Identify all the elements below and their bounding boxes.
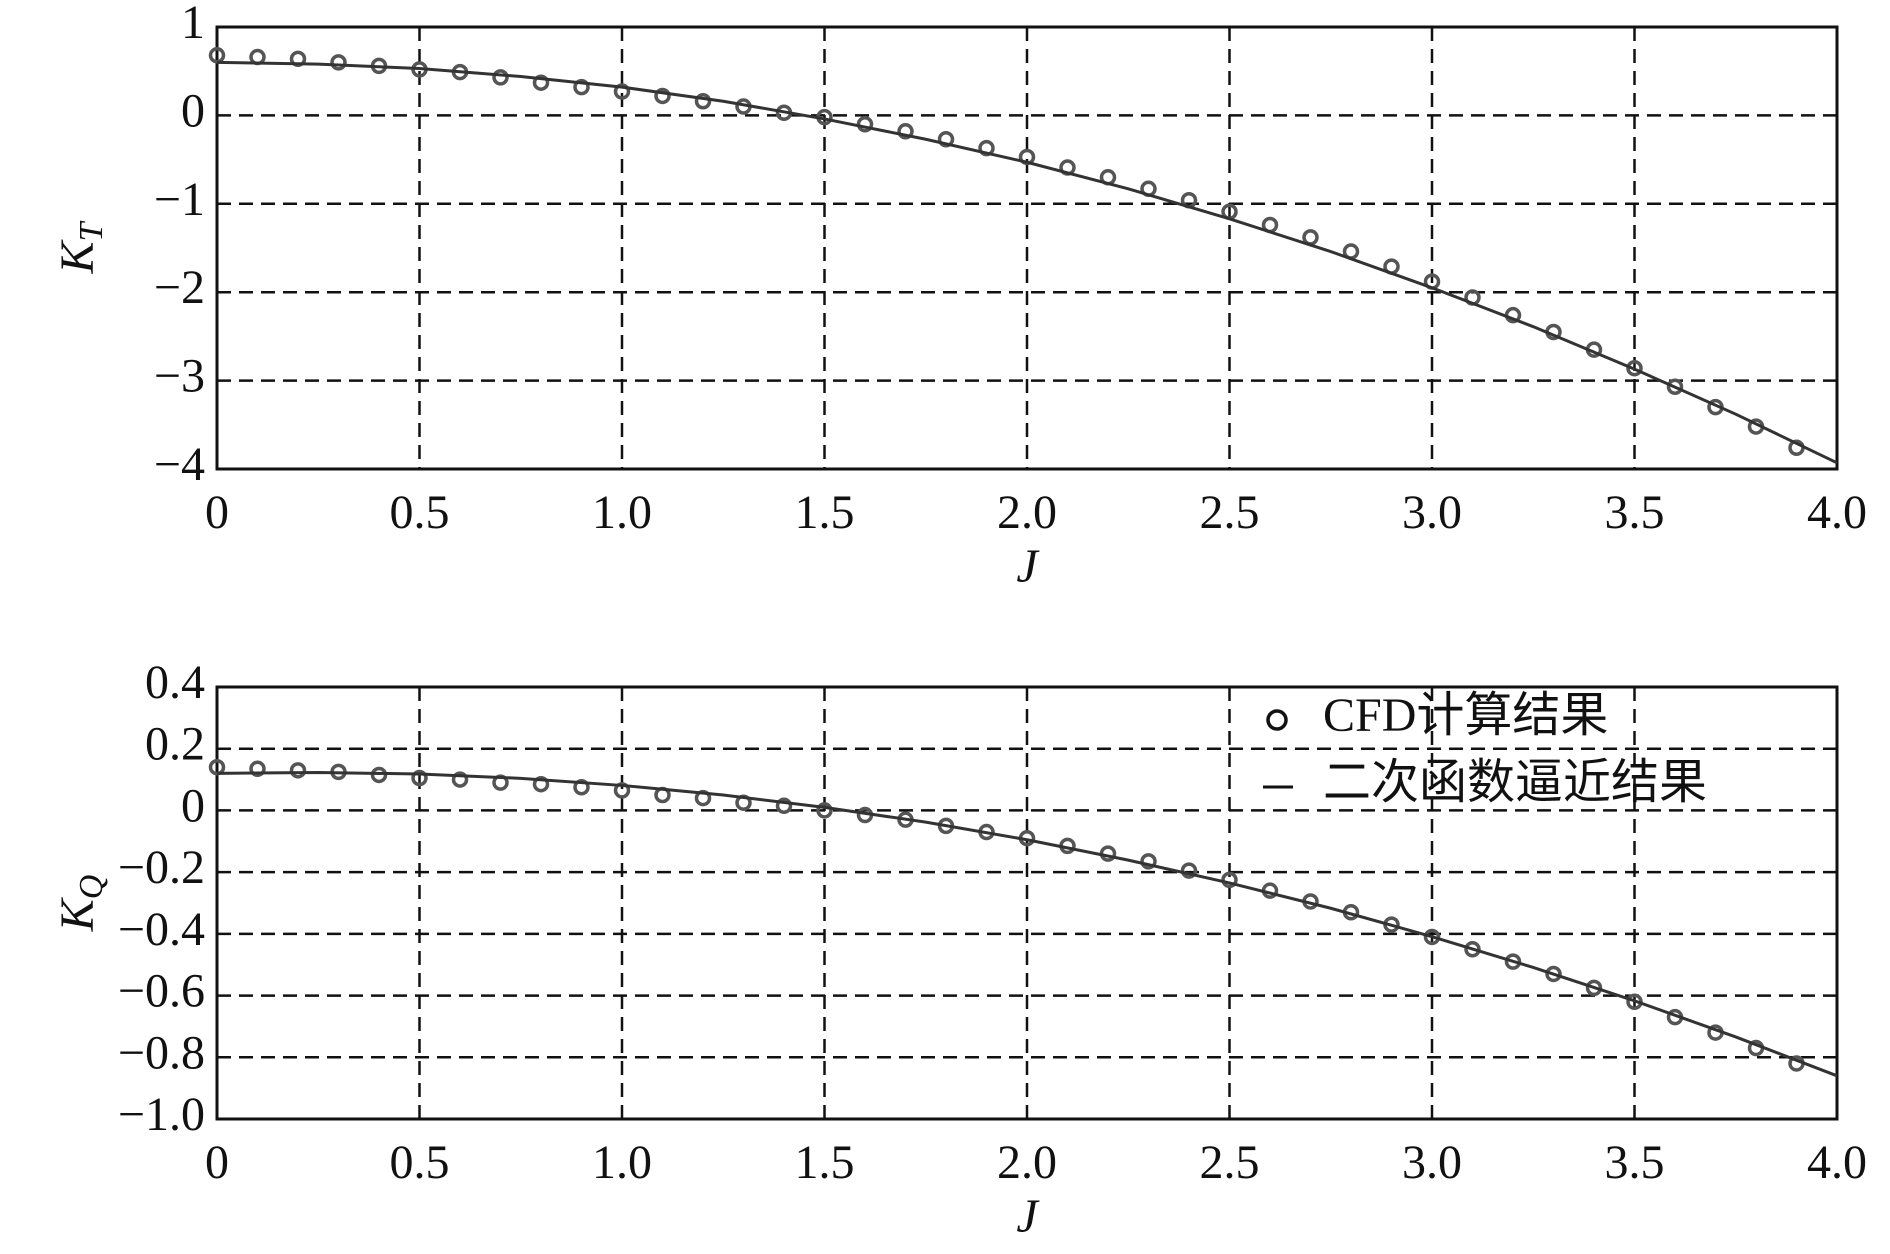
cfd-point — [1221, 871, 1238, 889]
fit-line — [216, 770, 1838, 1078]
cfd-point — [937, 131, 955, 148]
y-tick-label: −0.2 — [118, 841, 205, 894]
y-tick-label: −4 — [154, 438, 205, 491]
chart: −1.0 −0.8 −0.6 −0.4 −0.2 0 0.2 0.4 0 0.5 1.0 1.5 2.0… — [51, 656, 1867, 1243]
x-tick-label: 2.5 — [1200, 486, 1260, 539]
x-tick-label: 0 — [205, 1136, 229, 1189]
x-tick-label: 1.0 — [592, 1136, 652, 1189]
y-tick-label: −0.4 — [118, 903, 205, 956]
y-tick-label: 0 — [181, 779, 205, 832]
x-tick-label: 0 — [205, 486, 229, 539]
x-tick-label: 1.5 — [795, 1136, 855, 1189]
cfd-point — [573, 779, 590, 796]
cfd-point — [532, 74, 550, 91]
cfd-point — [1140, 853, 1157, 870]
x-axis-label: J — [1016, 540, 1040, 593]
y-tick-label: 0 — [181, 84, 205, 137]
y-axis-label: KQ — [51, 875, 110, 933]
cfd-point — [411, 769, 428, 787]
x-tick-label: 1.0 — [592, 486, 652, 539]
x-tick-label: 3.5 — [1605, 1136, 1665, 1189]
y-tick-label: −1.0 — [118, 1088, 205, 1141]
cfd-point — [654, 87, 671, 105]
cfd-point — [208, 758, 226, 776]
y-tick-label: −0.8 — [118, 1026, 205, 1079]
cfd-point — [1545, 965, 1562, 983]
x-tick-label: 2.5 — [1200, 1136, 1260, 1189]
x-tick-label: 2.0 — [997, 486, 1057, 539]
x-tick-label: 4.0 — [1807, 1136, 1867, 1189]
x-axis-label: J — [1016, 1190, 1040, 1243]
cfd-point — [613, 83, 631, 100]
x-tick-label: 2.0 — [997, 1136, 1057, 1189]
y-axis-label-main: K — [51, 238, 104, 274]
fit-line — [216, 60, 1838, 465]
cfd-point — [1585, 979, 1603, 997]
y-tick-label: −3 — [154, 350, 205, 403]
cfd-point — [1504, 953, 1522, 970]
cfd-point — [1302, 229, 1319, 246]
cfd-point — [330, 54, 347, 71]
x-tick-label: 0.5 — [390, 486, 450, 539]
y-axis-label-sub: T — [73, 220, 110, 241]
cfd-point — [451, 771, 469, 788]
cfd-point — [1180, 862, 1198, 879]
y-axis-label: KT — [51, 220, 110, 274]
cfd-point — [208, 47, 226, 64]
cfd-point — [492, 69, 509, 86]
cfd-point — [573, 78, 590, 96]
chart: −4 −3 −2 −1 0 1 0 0.5 1.0 1.5 2.0 2.5 3.0 3.5 4.0 J KT — [51, 0, 1867, 593]
x-tick-label: 4.0 — [1807, 486, 1867, 539]
cfd-point — [289, 50, 307, 68]
cfd-point — [1666, 378, 1684, 396]
x-tick-label: 3.5 — [1605, 486, 1665, 539]
cfd-point — [249, 760, 266, 778]
legend-label: 二次函数逼近结果 — [1323, 756, 1707, 809]
y-tick-label: 0.4 — [145, 656, 205, 709]
cfd-point — [897, 123, 914, 140]
x-tick-label: 1.5 — [795, 486, 855, 539]
legend-label: CFD计算结果 — [1323, 689, 1608, 742]
x-tick-label: 0.5 — [390, 1136, 450, 1189]
legend-marker — [1266, 709, 1288, 731]
cfd-point — [532, 775, 550, 793]
y-tick-label: 1 — [181, 0, 205, 49]
y-tick-label: −0.6 — [118, 965, 205, 1018]
y-axis-label-sub: Q — [73, 875, 110, 900]
y-axis-label-main: K — [51, 896, 104, 932]
cfd-point — [694, 93, 712, 110]
x-tick-label: 3.0 — [1402, 1136, 1462, 1189]
cfd-point — [775, 797, 793, 815]
cfd-point — [289, 762, 307, 779]
plot-frame — [215, 685, 1839, 1121]
cfd-point — [816, 802, 833, 819]
x-tick-label: 3.0 — [1402, 486, 1462, 539]
cfd-point — [1423, 928, 1441, 946]
y-tick-label: 0.2 — [145, 718, 205, 771]
cfd-point — [613, 782, 631, 799]
cfd-point — [1464, 941, 1481, 958]
plot-frame — [215, 25, 1839, 471]
y-tick-label: −1 — [154, 173, 205, 226]
cfd-point — [1626, 359, 1643, 377]
cfd-point — [978, 139, 995, 157]
y-tick-label: −2 — [154, 261, 205, 314]
